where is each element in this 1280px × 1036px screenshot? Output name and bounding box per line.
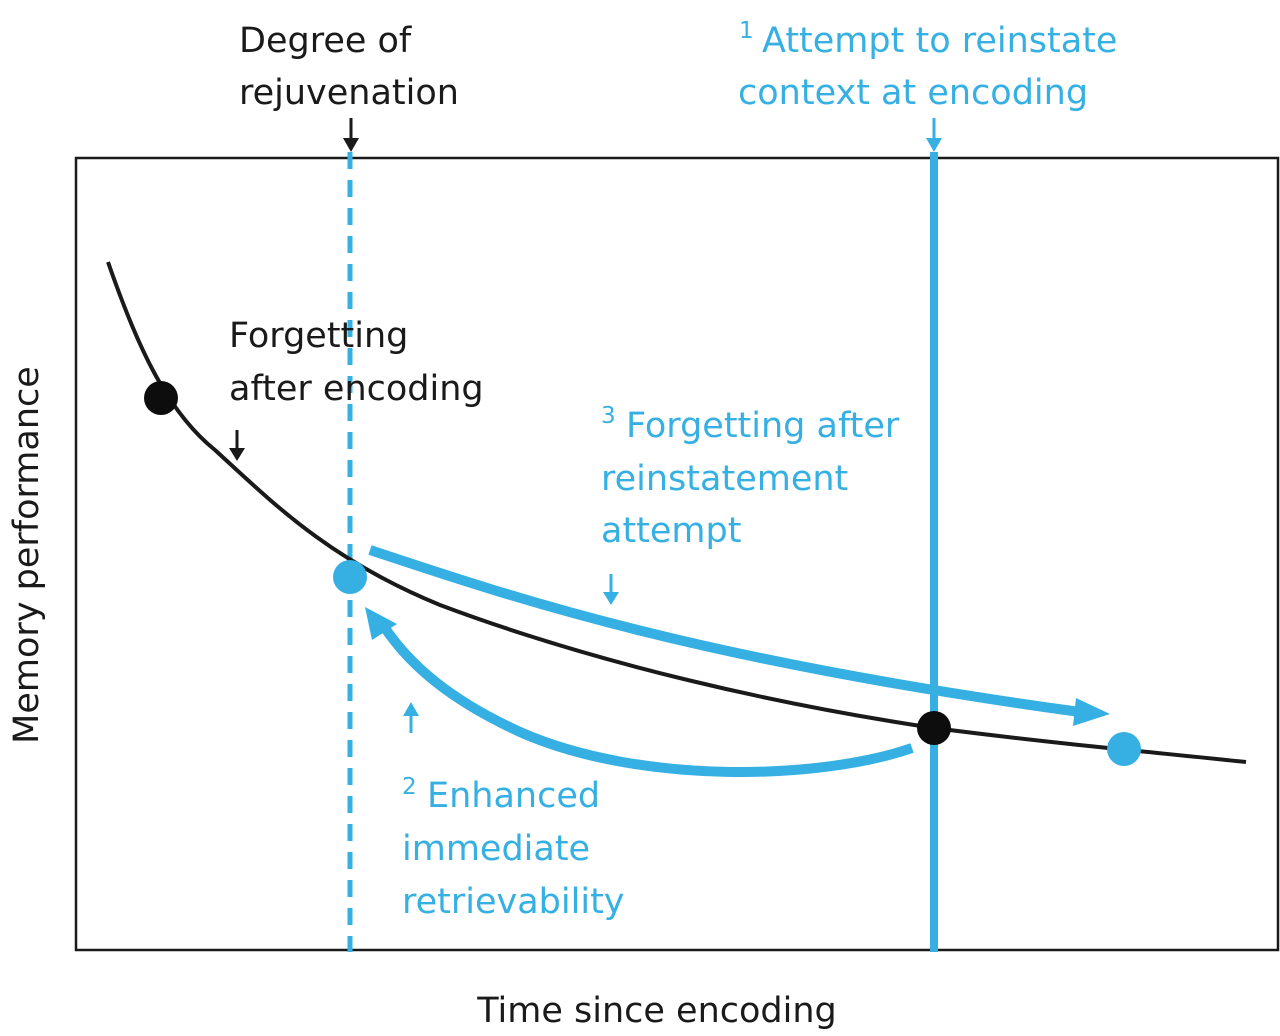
forgetting-pointer-arrow [229,430,245,461]
attempt-pointer-arrow [926,118,942,152]
encoding-point [144,381,178,415]
degree-label-line2: rejuvenation [239,73,459,113]
forgetting-curve [106,261,1247,764]
x-axis-label: Time since encoding [476,991,837,1031]
enhanced-label-line3: retrievability [402,882,625,922]
reinst-label-line1: Forgetting after [626,406,900,446]
reinst-label-line3: attempt [601,511,741,551]
rejuvenated-point [333,560,367,594]
enhanced-retrievability-arrow [380,625,914,777]
forgetting-label-line2: after encoding [229,369,484,409]
enhanced-label-line1: Enhanced [427,776,600,816]
enhanced-label-line2: immediate [402,829,590,869]
degree-pointer-arrow [343,118,359,152]
reinst-pointer-arrow [603,574,619,605]
enhanced-number: 2 [402,774,417,800]
plot-frame [74,156,1280,952]
enhanced-pointer-arrow [403,702,419,733]
attempt-number: 1 [739,18,754,44]
attempt-label-line2: context at encoding [738,73,1088,113]
reinstatement-forgetting-arrow [368,545,1081,717]
y-axis-label: Memory performance [7,366,47,744]
after-reinstatement-point [1107,732,1141,766]
degree-label-line1: Degree of [239,21,412,61]
reinstatement-point [917,711,951,745]
reinstatement-forgetting-arrowhead [1073,698,1110,726]
reinst-number: 3 [601,403,616,429]
attempt-label-line1: Attempt to reinstate [762,21,1117,61]
reinst-label-line2: reinstatement [601,459,848,499]
forgetting-label-line1: Forgetting [229,316,408,356]
enhanced-retrievability-arrowhead [365,607,397,640]
